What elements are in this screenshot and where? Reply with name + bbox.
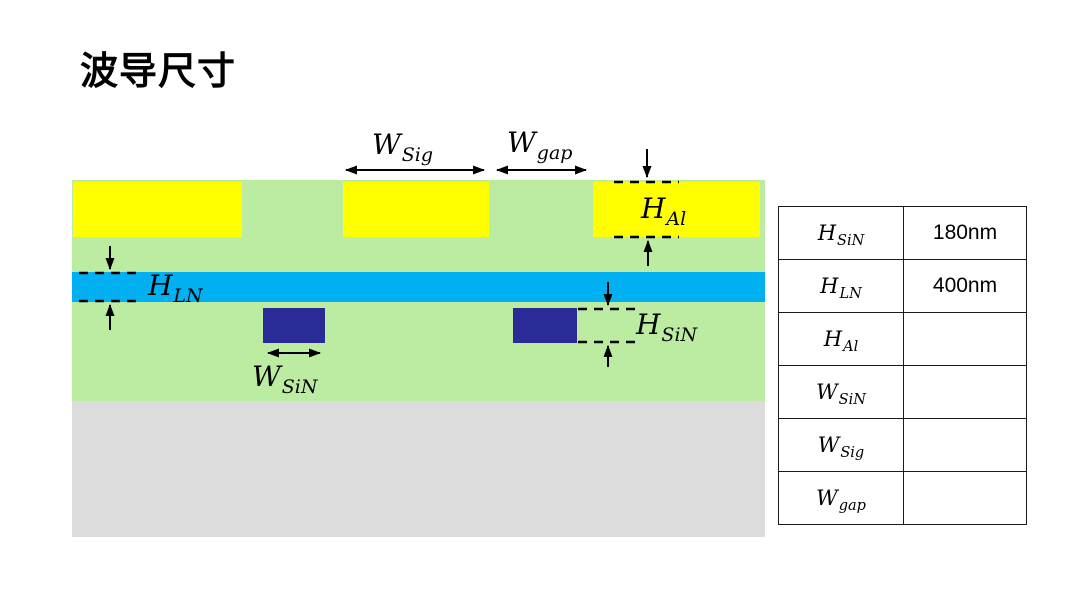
label-h-ln-sub: LN <box>173 285 203 307</box>
param-main: H <box>817 221 837 245</box>
label-w-gap-main: W <box>507 126 536 159</box>
sin-waveguide-left <box>263 308 325 343</box>
param-cell-w-sig: WSig <box>778 418 904 472</box>
table-row: WSiN <box>778 365 1027 419</box>
value-cell-w-sig <box>903 418 1027 472</box>
label-w-sin-main: W <box>252 360 281 393</box>
table-row: Wgap <box>778 471 1027 525</box>
ln-thin-film-layer <box>72 272 765 302</box>
label-w-sig-sub: Sig <box>401 144 434 166</box>
al-electrode-left <box>73 182 242 237</box>
label-w-sin-sub: SiN <box>281 376 318 398</box>
param-sub: gap <box>838 498 866 514</box>
label-h-ln: HLN <box>148 269 203 307</box>
param-main: H <box>820 274 839 298</box>
label-h-sin-sub: SiN <box>661 324 698 346</box>
table-row: HSiN 180nm <box>778 206 1027 260</box>
param-cell-h-al: HAl <box>778 312 904 366</box>
param-main: H <box>823 327 843 351</box>
label-h-al-main: H <box>641 192 666 225</box>
param-sub: LN <box>839 286 862 302</box>
param-sub: Sig <box>840 445 865 461</box>
param-sub: Al <box>843 339 859 355</box>
label-w-gap: Wgap <box>507 126 572 164</box>
param-sub: SiN <box>837 233 865 249</box>
param-main: W <box>817 433 840 457</box>
table-row: WSig <box>778 418 1027 472</box>
param-cell-w-sin: WSiN <box>778 365 904 419</box>
label-w-sin: WSiN <box>252 360 318 398</box>
table-row: HAl <box>778 312 1027 366</box>
param-sub: SiN <box>838 392 866 408</box>
param-main: W <box>816 486 838 510</box>
label-h-sin-main: H <box>636 308 661 341</box>
label-w-gap-sub: gap <box>536 142 573 164</box>
page-title: 波导尺寸 <box>80 51 237 93</box>
parameters-table: HSiN 180nm HLN 400nm HAl WSiN WSig Wgap <box>778 206 1027 525</box>
label-h-al: HAl <box>641 192 686 230</box>
value-cell-w-sin <box>903 365 1027 419</box>
value-cell-w-gap <box>903 471 1027 525</box>
sin-waveguide-right <box>513 308 577 343</box>
param-cell-h-sin: HSiN <box>778 206 904 260</box>
substrate-layer <box>72 401 765 537</box>
label-w-sig: WSig <box>372 128 433 166</box>
al-electrode-signal <box>343 182 489 237</box>
table-row: HLN 400nm <box>778 259 1027 313</box>
label-h-al-sub: Al <box>666 208 687 230</box>
label-h-ln-main: H <box>148 269 173 302</box>
param-cell-w-gap: Wgap <box>778 471 904 525</box>
param-main: W <box>816 380 838 404</box>
label-h-sin: HSiN <box>636 308 697 346</box>
value-cell-h-al <box>903 312 1027 366</box>
al-electrode-right <box>593 182 760 237</box>
label-w-sig-main: W <box>372 128 401 161</box>
param-cell-h-ln: HLN <box>778 259 904 313</box>
value-cell-h-sin: 180nm <box>903 206 1027 260</box>
value-cell-h-ln: 400nm <box>903 259 1027 313</box>
